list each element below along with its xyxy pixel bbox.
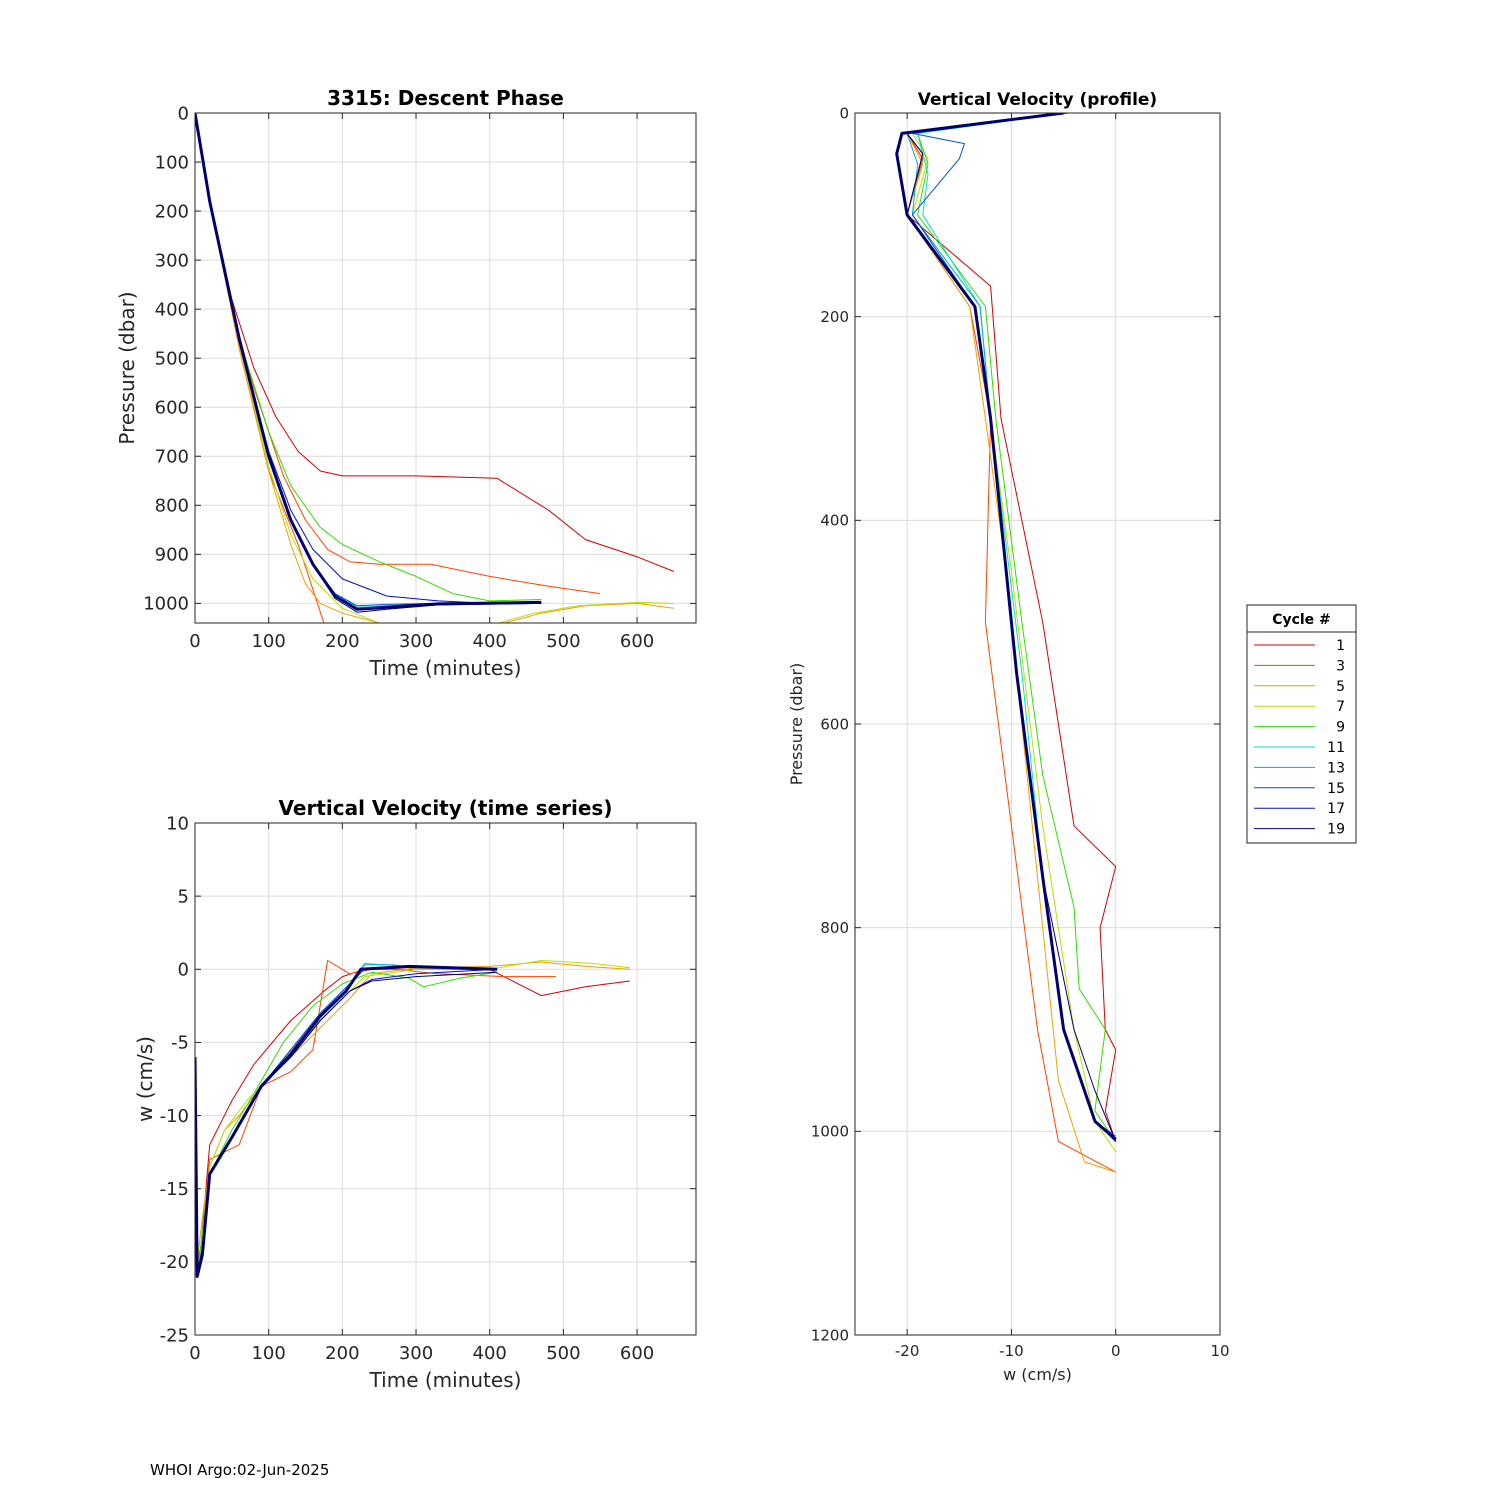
chart-title: Vertical Velocity (profile) (918, 90, 1157, 110)
y-tick-label: 200 (155, 201, 189, 222)
series-line (195, 113, 542, 611)
y-tick-label: 400 (820, 512, 849, 530)
legend-label: 17 (1327, 801, 1345, 817)
axes-box (194, 822, 697, 1336)
x-tick-label: 10 (1210, 1342, 1229, 1360)
legend-label: 3 (1336, 658, 1345, 674)
y-tick-label: -15 (160, 1179, 189, 1200)
y-tick-label: 0 (178, 103, 189, 124)
x-tick-label: 200 (325, 631, 359, 652)
y-tick-label: 1000 (811, 1123, 849, 1141)
y-tick-label: 1200 (811, 1326, 849, 1344)
x-tick-label: 0 (1111, 1342, 1121, 1360)
x-tick-label: 400 (473, 1343, 507, 1364)
y-tick-label: 100 (155, 152, 189, 173)
series-group (895, 113, 1117, 1173)
velocity-time-series-plot: 0 100 200 300 400 500 600 10 5 0 -5 -10 -15 -20 -25 Ver… (133, 796, 697, 1392)
x-axis-label: Time (minutes) (369, 656, 522, 680)
x-tick-label: 400 (473, 631, 507, 652)
x-tick-label: -20 (895, 1342, 920, 1360)
series-line (195, 961, 630, 1263)
y-tick-label: -20 (160, 1252, 189, 1273)
y-axis-label: Pressure (dbar) (115, 291, 139, 444)
y-tick-label: 10 (166, 813, 189, 834)
y-axis-label: w (cm/s) (133, 1036, 157, 1122)
x-tick-label: 500 (546, 1343, 580, 1364)
y-tick-label: 800 (155, 496, 189, 517)
chart-title: Vertical Velocity (time series) (279, 796, 613, 820)
y-tick-label: -25 (160, 1325, 189, 1346)
x-tick-label: 100 (251, 1343, 285, 1364)
series-line (895, 113, 1117, 1141)
y-tick-label: 800 (820, 919, 849, 937)
y-tick-label: 5 (178, 886, 189, 907)
y-tick-label: 600 (155, 398, 189, 419)
y-axis-label: Pressure (dbar) (787, 663, 806, 786)
legend-label: 7 (1336, 699, 1345, 715)
series-group (195, 113, 675, 623)
legend-label: 19 (1327, 822, 1345, 838)
y-tick-label: 700 (155, 447, 189, 468)
x-tick-label: 0 (189, 631, 200, 652)
y-tick-label: -5 (171, 1033, 189, 1054)
y-tick-label: 1000 (143, 594, 189, 615)
legend-label: 1 (1336, 638, 1345, 654)
y-tick-label: 600 (820, 715, 849, 733)
legend-label: 9 (1336, 720, 1345, 736)
x-tick-label: 500 (546, 631, 580, 652)
y-tick-label: -10 (160, 1106, 189, 1127)
descent-phase-plot: 0 100 200 300 400 500 600 0 100 200 300 400 500 600 70… (115, 86, 697, 680)
series-line (906, 113, 1116, 1173)
footer-credit: WHOI Argo:02-Jun-2025 (150, 1461, 330, 1479)
x-tick-label: 100 (251, 631, 285, 652)
series-line (195, 113, 674, 623)
x-tick-label: 600 (620, 631, 654, 652)
x-tick-label: 200 (325, 1343, 359, 1364)
legend-title: Cycle # (1272, 612, 1331, 628)
y-tick-label: 200 (820, 308, 849, 326)
series-line (906, 113, 1116, 1173)
x-tick-label: 300 (399, 1343, 433, 1364)
y-tick-label: 0 (839, 104, 849, 122)
axes-box (194, 112, 697, 624)
x-tick-label: 0 (189, 1343, 200, 1364)
series-group (195, 960, 630, 1278)
x-tick-label: 300 (399, 631, 433, 652)
y-tick-label: 0 (178, 960, 189, 981)
x-axis-label: Time (minutes) (369, 1368, 522, 1392)
y-tick-label: 400 (155, 299, 189, 320)
series-line (195, 964, 498, 1278)
y-tick-label: 300 (155, 250, 189, 271)
legend-label: 11 (1327, 740, 1345, 756)
x-tick-label: -10 (999, 1342, 1024, 1360)
y-tick-label: 500 (155, 348, 189, 369)
y-tick-label: 900 (155, 545, 189, 566)
chart-title: 3315: Descent Phase (327, 86, 564, 110)
x-tick-label: 600 (620, 1343, 654, 1364)
legend-label: 5 (1336, 679, 1345, 695)
legend-label: 15 (1327, 781, 1345, 797)
series-line (195, 113, 675, 572)
series-line (917, 113, 1117, 1142)
series-line (195, 971, 498, 1277)
legend-label: 13 (1327, 760, 1345, 776)
x-axis-label: w (cm/s) (1003, 1365, 1072, 1384)
